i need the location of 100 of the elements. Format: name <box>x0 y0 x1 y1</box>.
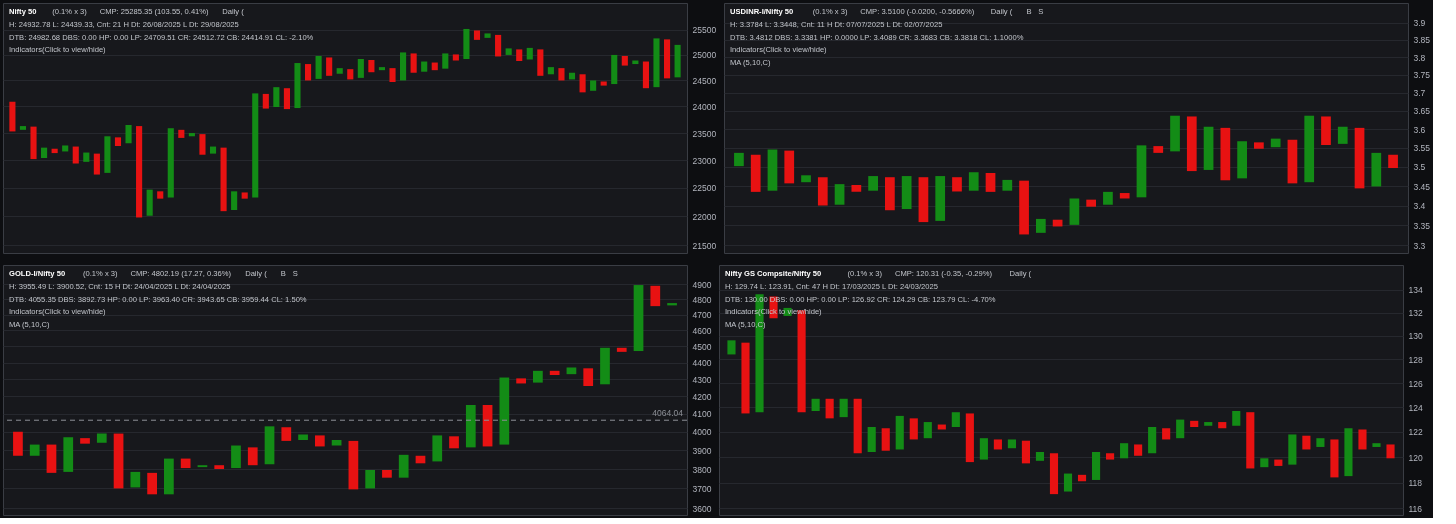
bar <box>1069 198 1080 225</box>
y-tick-label: 124 <box>1408 402 1423 413</box>
bar <box>378 67 386 71</box>
bar <box>1049 453 1059 495</box>
y-tick-label: 3.5 <box>1413 162 1426 173</box>
y-tick-label: 116 <box>1408 503 1423 514</box>
y-tick-label: 3900 <box>692 445 712 456</box>
bar <box>499 377 510 445</box>
bar <box>600 347 610 385</box>
bar <box>951 412 960 428</box>
bar <box>1134 444 1143 456</box>
bar <box>918 177 929 223</box>
y-tick-label: 25500 <box>692 25 717 36</box>
y-tick-label: 3.65 <box>1413 106 1431 117</box>
bar <box>214 465 225 470</box>
bar <box>526 47 533 60</box>
y-tick-label: 4500 <box>692 341 712 352</box>
bar <box>741 342 750 414</box>
bar <box>157 191 164 199</box>
bar <box>901 176 912 210</box>
bar <box>611 54 618 85</box>
y-tick-label: 24000 <box>692 101 717 112</box>
bar <box>484 33 491 38</box>
y-tick-label: 22000 <box>692 211 717 222</box>
y-tick-label: 3.75 <box>1413 70 1431 81</box>
bar <box>727 340 736 355</box>
y-tick-label: 126 <box>1408 378 1423 389</box>
bar <box>482 405 493 447</box>
bar <box>1007 439 1016 449</box>
bar <box>93 153 100 175</box>
bar <box>1170 115 1180 152</box>
bar <box>839 398 848 418</box>
y-tick-label: 3.6 <box>1413 124 1426 135</box>
y-tick-label: 3.3 <box>1413 240 1426 251</box>
bar <box>667 303 677 306</box>
bar <box>516 49 523 62</box>
bar <box>1148 427 1157 454</box>
bar <box>965 413 974 463</box>
bar <box>357 58 364 78</box>
bar <box>1304 115 1315 183</box>
bar <box>96 433 107 443</box>
bar <box>1190 420 1199 428</box>
bar <box>1077 474 1087 482</box>
y-tick-label: 132 <box>1408 308 1423 318</box>
bar <box>1388 154 1398 169</box>
y-tick-label: 4000 <box>692 427 712 438</box>
y-tick-label: 4300 <box>692 374 712 385</box>
bar <box>590 80 597 91</box>
bar <box>642 61 649 89</box>
y-tick-label: 3.45 <box>1413 181 1431 192</box>
bar <box>29 444 40 456</box>
bar <box>264 426 275 465</box>
y-tick-label: 3.55 <box>1413 143 1431 154</box>
bar <box>1372 443 1381 447</box>
bar <box>62 145 69 152</box>
bar <box>83 152 90 162</box>
bar <box>993 439 1002 450</box>
bar <box>421 61 428 72</box>
y-tick-label: 130 <box>1408 331 1423 342</box>
bar <box>516 378 526 384</box>
bar <box>923 422 932 439</box>
bar <box>1302 435 1311 450</box>
bar <box>853 398 862 454</box>
bar <box>199 134 206 155</box>
bar <box>283 88 290 110</box>
bar <box>336 68 343 74</box>
bar <box>252 93 259 198</box>
bar <box>19 126 27 130</box>
bar <box>1136 145 1147 198</box>
bar <box>1354 127 1365 189</box>
bar <box>653 38 660 88</box>
bar <box>9 101 16 132</box>
bar <box>304 64 312 81</box>
bar <box>801 175 811 183</box>
bar <box>1063 473 1073 492</box>
bar <box>885 177 895 211</box>
bar <box>30 126 37 160</box>
bar <box>331 439 342 446</box>
bar <box>220 147 227 212</box>
bar <box>348 440 359 490</box>
bar <box>537 49 544 76</box>
bar <box>178 129 185 138</box>
bar <box>495 34 502 57</box>
bar <box>463 28 470 59</box>
bar <box>600 81 607 86</box>
bar <box>1035 218 1046 233</box>
bar <box>46 444 57 473</box>
bar <box>1119 193 1130 199</box>
bar <box>566 367 577 375</box>
bar <box>734 152 744 167</box>
bar <box>41 147 48 159</box>
bar <box>298 434 308 440</box>
bar <box>1204 422 1213 426</box>
y-tick-label: 128 <box>1408 354 1423 365</box>
bar <box>465 405 476 448</box>
bar <box>621 55 628 66</box>
bar <box>767 149 778 191</box>
bar <box>1176 419 1185 439</box>
bar <box>365 469 376 489</box>
y-tick-label: 3.4 <box>1413 201 1426 212</box>
